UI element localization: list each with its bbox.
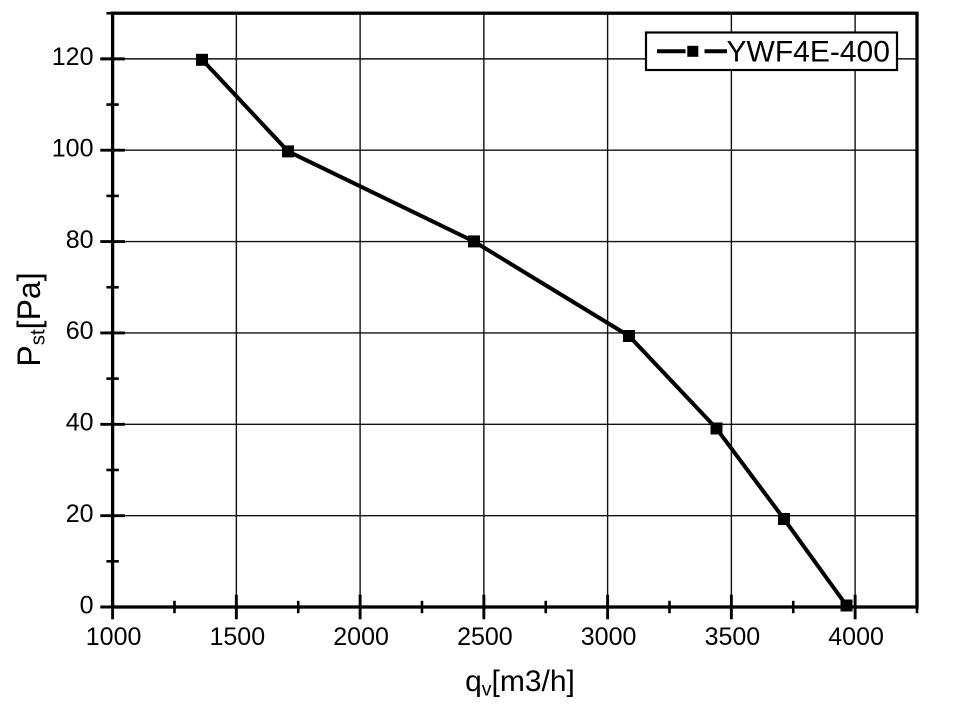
- svg-text:YWF4E-400: YWF4E-400: [727, 36, 890, 69]
- svg-text:120: 120: [52, 43, 94, 71]
- svg-text:80: 80: [66, 226, 94, 254]
- svg-text:3500: 3500: [705, 623, 761, 651]
- svg-text:0: 0: [80, 591, 94, 619]
- svg-text:3000: 3000: [581, 623, 637, 651]
- svg-text:Pst[Pa]: Pst[Pa]: [11, 272, 50, 366]
- svg-text:40: 40: [66, 409, 94, 437]
- svg-text:qv[m3/h]: qv[m3/h]: [465, 665, 575, 701]
- svg-text:1000: 1000: [86, 623, 142, 651]
- svg-text:4000: 4000: [828, 623, 884, 651]
- svg-text:20: 20: [66, 500, 94, 528]
- svg-text:1500: 1500: [209, 623, 265, 651]
- svg-text:2500: 2500: [457, 623, 513, 651]
- svg-text:100: 100: [52, 135, 94, 163]
- svg-text:60: 60: [66, 317, 94, 345]
- svg-text:2000: 2000: [333, 623, 389, 651]
